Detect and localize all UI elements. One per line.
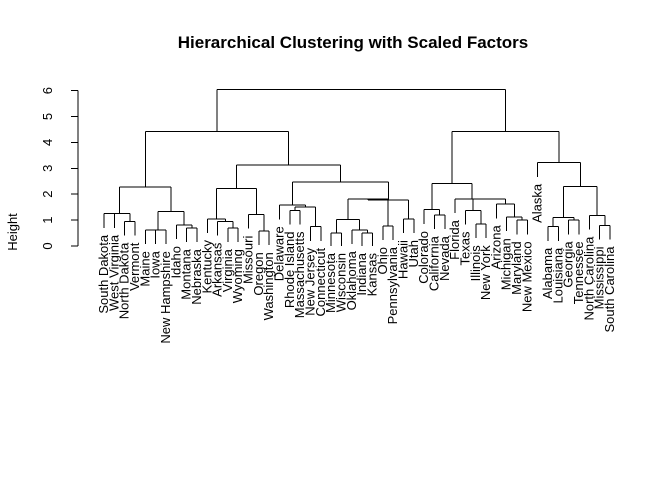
- leaf-label: Vermont: [127, 242, 142, 291]
- leaf-label: New Mexico: [519, 241, 534, 312]
- leaf-label: Mississippi: [592, 246, 607, 309]
- leaf-label: Colorado: [416, 231, 431, 284]
- leaf-label: Wyoming: [230, 249, 245, 303]
- leaf-label: North Dakota: [117, 242, 132, 319]
- leaf-label: Alaska: [530, 183, 545, 223]
- leaf-label: Indiana: [354, 252, 369, 295]
- leaf-label: Nebraska: [189, 248, 204, 304]
- leaf-label: Hawaii: [395, 240, 410, 279]
- leaf-label: Washington: [261, 252, 276, 320]
- y-tick-label: 3: [40, 165, 55, 172]
- leaf-label: Georgia: [561, 241, 576, 288]
- leaf-label: South Carolina: [602, 246, 617, 333]
- leaf-label: Delaware: [272, 226, 287, 281]
- leaf-label: Michigan: [499, 238, 514, 290]
- dendrogram-branches: [103, 88, 611, 246]
- leaf-label: Utah: [406, 240, 421, 267]
- leaf-label: Texas: [457, 231, 472, 265]
- leaf-label: Maine: [137, 251, 152, 286]
- leaf-label: Alabama: [540, 247, 555, 299]
- leaf-label: Minnesota: [323, 252, 338, 313]
- leaf-label: Illinois: [468, 245, 483, 282]
- leaf-label: North Carolina: [581, 236, 596, 321]
- leaf-label: New Hampshire: [158, 251, 173, 343]
- leaf-label: Arkansas: [210, 242, 225, 297]
- leaf-label: Maryland: [509, 241, 524, 294]
- leaf-label: Oregon: [251, 252, 266, 295]
- leaf-label: Kansas: [364, 253, 379, 297]
- y-axis: 0 1 2 3 4 5 6: [40, 87, 79, 250]
- leaf-label: New Jersey: [303, 247, 318, 315]
- leaf-label: Oklahoma: [344, 250, 359, 310]
- leaf-label: Rhode Island: [282, 232, 297, 309]
- leaf-label: Tennessee: [571, 241, 586, 304]
- leaf-label: Ohio: [375, 247, 390, 274]
- leaf-label: Massachusetts: [292, 231, 307, 318]
- y-tick-label: 6: [40, 87, 55, 94]
- leaf-label: Louisiana: [550, 247, 565, 303]
- y-tick-label: 4: [40, 139, 55, 146]
- y-axis-label: Height: [5, 213, 20, 251]
- chart-title: Hierarchical Clustering with Scaled Fact…: [178, 33, 529, 52]
- leaf-label: Idaho: [168, 246, 183, 279]
- leaf-label: Arizona: [488, 225, 503, 270]
- leaf-label: Kentucky: [199, 240, 214, 294]
- leaf-label: Iowa: [148, 250, 163, 278]
- leaf-label: Nevada: [437, 235, 452, 281]
- y-tick-label: 2: [40, 191, 55, 198]
- leaf-label: Virginia: [220, 248, 235, 292]
- leaf-label: West Virginia: [106, 234, 121, 311]
- leaf-label: Florida: [447, 219, 462, 260]
- leaf-label: Wisconsin: [334, 253, 349, 312]
- leaf-label: Montana: [179, 248, 194, 299]
- leaf-label: California: [426, 235, 441, 291]
- leaf-label: New York: [478, 245, 493, 300]
- leaf-label: Connecticut: [313, 247, 328, 316]
- y-tick-label: 5: [40, 113, 55, 120]
- leaf-label: Pennsylvania: [385, 246, 400, 324]
- y-tick-label: 1: [40, 216, 55, 223]
- y-tick-label: 0: [40, 242, 55, 249]
- leaf-label: Missouri: [241, 236, 256, 285]
- leaf-label: South Dakota: [96, 234, 111, 314]
